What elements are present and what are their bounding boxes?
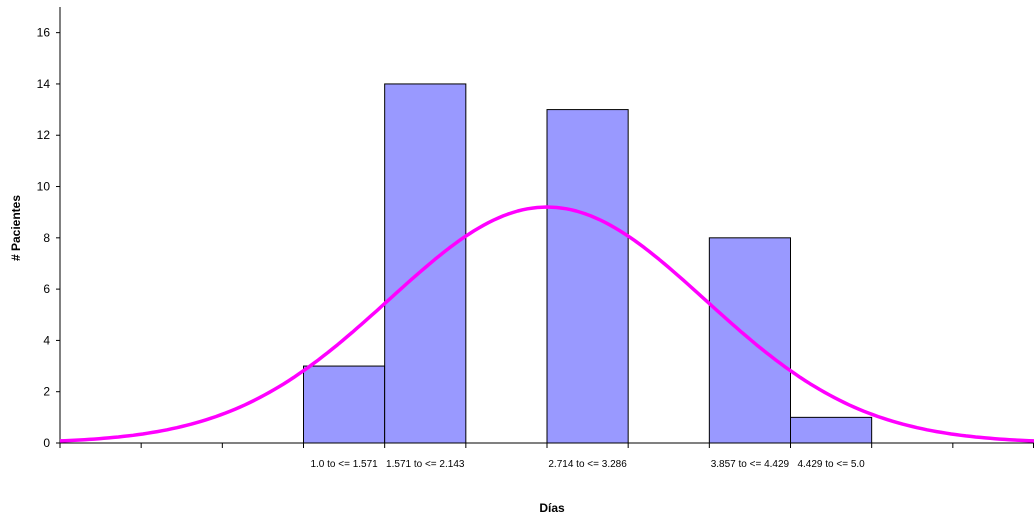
normal-curve [59, 205, 1034, 443]
category-label: 1.0 to <= 1.571 [310, 459, 378, 470]
histogram-bar [790, 416, 873, 444]
histogram-bar [384, 83, 467, 444]
normal-curve-layer [59, 205, 1034, 443]
bars [303, 83, 873, 444]
y-tick-label: 8 [43, 231, 50, 245]
y-tick-label: 4 [43, 333, 50, 347]
histogram-bar [303, 365, 386, 444]
category-label: 2.714 to <= 3.286 [548, 459, 627, 470]
y-tick-label: 16 [37, 26, 51, 40]
category-label: 1.571 to <= 2.143 [386, 459, 465, 470]
category-label: 3.857 to <= 4.429 [711, 459, 790, 470]
y-tick-label: 0 [43, 436, 50, 450]
x-axis [59, 442, 1034, 448]
y-axis-title: # Pacientes [9, 195, 23, 261]
x-axis-title: Días [539, 501, 565, 515]
histogram-bar [546, 109, 629, 444]
y-tick-label: 14 [37, 77, 51, 91]
y-axis: 0 2 4 6 8 10 12 14 16 [37, 7, 61, 450]
category-label: 4.429 to <= 5.0 [797, 459, 865, 470]
y-tick-label: 12 [37, 128, 51, 142]
y-tick-label: 6 [43, 282, 50, 296]
y-tick-label: 10 [37, 180, 51, 194]
category-labels: 1.0 to <= 1.571 1.571 to <= 2.143 2.714 to… [310, 459, 865, 470]
y-tick-label: 2 [43, 385, 50, 399]
